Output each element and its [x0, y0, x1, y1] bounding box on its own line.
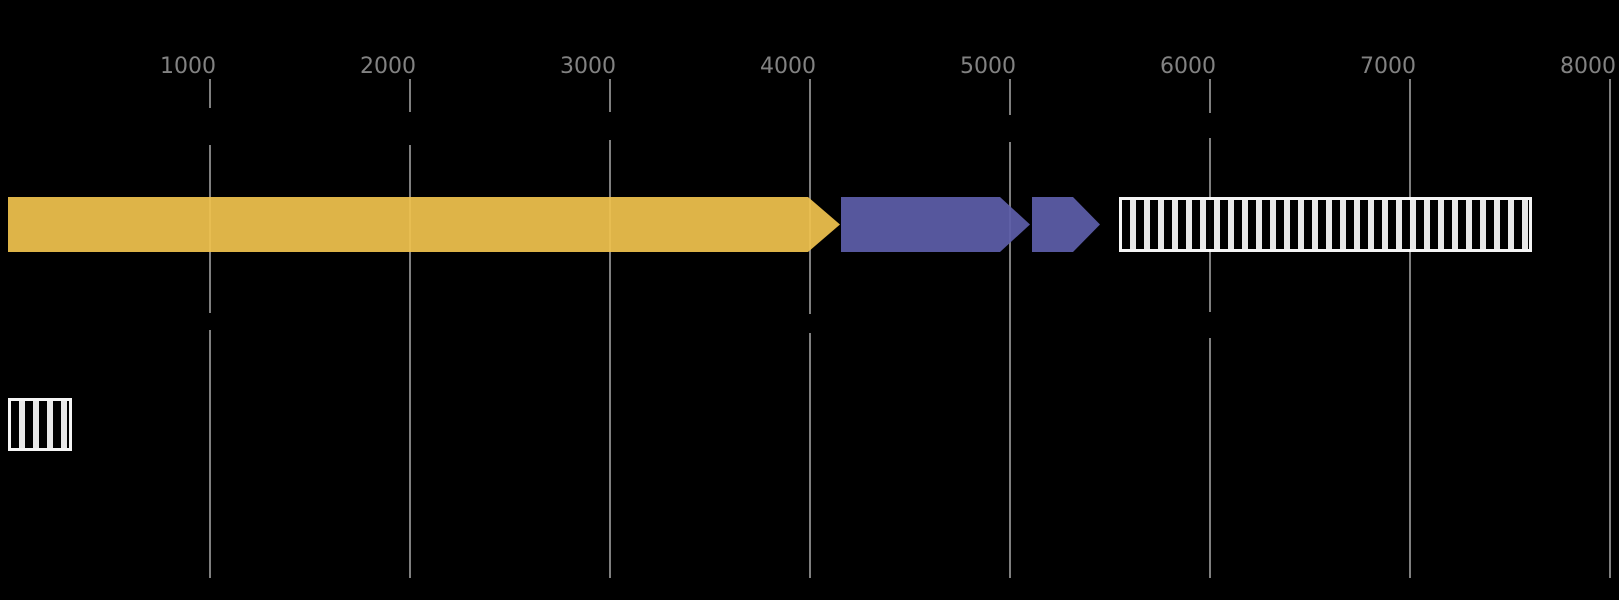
gold-arrow-feature — [8, 197, 840, 252]
hidden-label-mark-2 — [402, 112, 418, 145]
tick-labels-layer: 1000 2000 3000 4000 5000 6000 7000 8000 — [160, 54, 1616, 79]
hidden-label-mark-8 — [1201, 312, 1217, 338]
hidden-label-mark-6 — [202, 313, 218, 330]
tick-label-3000: 3000 — [560, 54, 616, 79]
hatched-box-small-feature — [8, 398, 72, 451]
hidden-label-mark-7 — [802, 314, 818, 333]
purple-arrow-feature — [841, 197, 1030, 252]
hatched-box-feature-stripes — [1122, 200, 1529, 249]
tick-label-2000: 2000 — [360, 54, 416, 79]
hatched-box-small-feature-stripes — [11, 401, 69, 448]
tick-label-4000: 4000 — [760, 54, 816, 79]
hidden-label-mark-3 — [602, 112, 618, 140]
tick-label-1000: 1000 — [160, 54, 216, 79]
hidden-label-marks-layer — [202, 108, 1217, 338]
tick-label-6000: 6000 — [1160, 54, 1216, 79]
features-layer — [8, 197, 1532, 451]
tick-label-5000: 5000 — [960, 54, 1016, 79]
tick-label-8000: 8000 — [1560, 54, 1616, 79]
hidden-label-mark-4 — [1000, 115, 1016, 142]
hatched-box-feature — [1119, 197, 1532, 252]
gridlines-layer — [209, 79, 1611, 578]
hidden-label-mark-1 — [202, 108, 218, 145]
purple-small-arrow-feature — [1032, 197, 1100, 252]
tick-label-7000: 7000 — [1360, 54, 1416, 79]
hidden-label-mark-5 — [1201, 113, 1217, 138]
